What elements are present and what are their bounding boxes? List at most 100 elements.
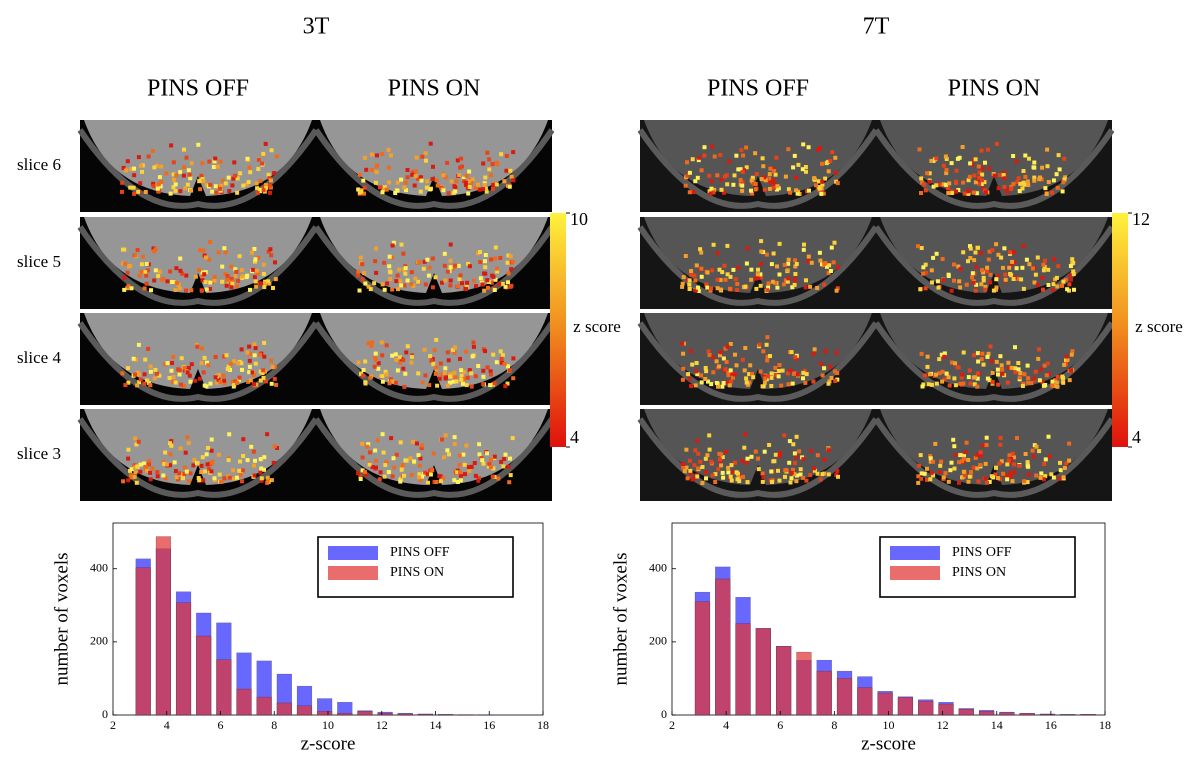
- activation-voxel: [171, 177, 176, 182]
- activation-voxel: [1043, 186, 1048, 191]
- activation-voxel: [162, 461, 167, 466]
- activation-voxel: [725, 182, 730, 187]
- activation-voxel: [167, 376, 172, 380]
- activation-voxel: [171, 354, 176, 359]
- activation-voxel: [921, 382, 926, 387]
- activation-voxel: [709, 179, 714, 184]
- activation-voxel: [197, 268, 202, 272]
- y-axis-label: number of voxels: [610, 553, 631, 686]
- activation-voxel: [940, 257, 945, 261]
- activation-voxel: [961, 456, 966, 461]
- y-tick-label: 400: [649, 560, 667, 574]
- activation-voxel: [690, 362, 695, 367]
- activation-voxel: [261, 185, 266, 190]
- activation-voxel: [433, 275, 438, 280]
- activation-voxel: [719, 178, 724, 182]
- activation-voxel: [793, 264, 798, 269]
- activation-voxel: [722, 190, 726, 195]
- activation-voxel: [200, 346, 205, 351]
- activation-voxel: [1017, 464, 1022, 468]
- activation-voxel: [1025, 363, 1030, 368]
- activation-voxel: [771, 251, 776, 256]
- activation-voxel: [994, 285, 999, 290]
- activation-voxel: [726, 465, 731, 470]
- activation-voxel: [1026, 183, 1031, 187]
- activation-voxel: [794, 473, 799, 478]
- activation-voxel: [172, 460, 177, 465]
- activation-voxel: [728, 368, 733, 373]
- activation-voxel: [931, 459, 935, 464]
- activation-voxel: [747, 372, 752, 377]
- activation-voxel: [398, 278, 403, 283]
- bar: [1080, 714, 1096, 716]
- activation-voxel: [485, 150, 490, 155]
- activation-voxel: [470, 354, 475, 359]
- activation-voxel: [697, 155, 702, 160]
- activation-voxel: [246, 180, 251, 184]
- activation-voxel: [402, 283, 407, 288]
- activation-voxel: [714, 381, 719, 385]
- activation-voxel: [681, 275, 686, 280]
- activation-voxel: [486, 285, 490, 290]
- activation-voxel: [466, 261, 471, 266]
- activation-voxel: [721, 356, 726, 361]
- activation-voxel: [703, 377, 708, 381]
- activation-voxel: [240, 367, 244, 372]
- activation-voxel: [179, 382, 183, 387]
- activation-voxel: [132, 475, 137, 479]
- activation-voxel: [927, 179, 932, 184]
- activation-voxel: [395, 273, 400, 278]
- activation-voxel: [916, 244, 920, 249]
- activation-voxel: [408, 456, 413, 461]
- activation-voxel: [134, 442, 139, 447]
- activation-voxel: [272, 444, 277, 449]
- activation-voxel: [712, 154, 717, 159]
- activation-voxel: [185, 182, 190, 187]
- activation-voxel: [749, 267, 754, 272]
- activation-voxel: [835, 377, 840, 382]
- activation-voxel: [981, 186, 986, 191]
- activation-voxel: [482, 183, 487, 187]
- activation-voxel: [1046, 434, 1051, 439]
- activation-voxel: [968, 161, 973, 166]
- activation-voxel: [122, 275, 127, 280]
- activation-voxel: [793, 272, 798, 276]
- activation-voxel: [1001, 265, 1005, 270]
- row-label: slice 4: [17, 348, 61, 367]
- activation-voxel: [953, 452, 958, 457]
- activation-voxel: [763, 178, 768, 183]
- activation-voxel: [716, 467, 721, 472]
- activation-voxel: [390, 243, 395, 248]
- activation-voxel: [155, 470, 160, 475]
- activation-voxel: [456, 263, 461, 268]
- activation-voxel: [213, 184, 218, 189]
- activation-voxel: [261, 375, 266, 380]
- activation-voxel: [485, 365, 490, 370]
- activation-voxel: [689, 349, 693, 354]
- activation-voxel: [403, 266, 408, 271]
- brain-image: [77, 217, 319, 309]
- activation-voxel: [403, 371, 408, 376]
- activation-voxel: [420, 154, 425, 159]
- activation-voxel: [745, 480, 750, 485]
- activation-voxel: [148, 383, 153, 388]
- activation-voxel: [804, 478, 809, 483]
- activation-voxel: [204, 452, 209, 457]
- x-tick-label: 2: [110, 718, 116, 732]
- activation-voxel: [247, 351, 252, 356]
- activation-voxel: [138, 377, 143, 382]
- activation-voxel: [1003, 277, 1008, 282]
- activation-voxel: [481, 187, 485, 192]
- activation-voxel: [201, 179, 206, 183]
- activation-voxel: [985, 354, 990, 359]
- activation-voxel: [464, 182, 468, 187]
- activation-voxel: [957, 460, 962, 465]
- activation-voxel: [372, 281, 377, 286]
- activation-voxel: [1024, 257, 1029, 262]
- activation-voxel: [990, 379, 995, 384]
- activation-voxel: [428, 187, 433, 192]
- activation-voxel: [1050, 190, 1055, 195]
- activation-voxel: [266, 249, 271, 254]
- activation-voxel: [224, 353, 229, 358]
- activation-voxel: [458, 273, 463, 278]
